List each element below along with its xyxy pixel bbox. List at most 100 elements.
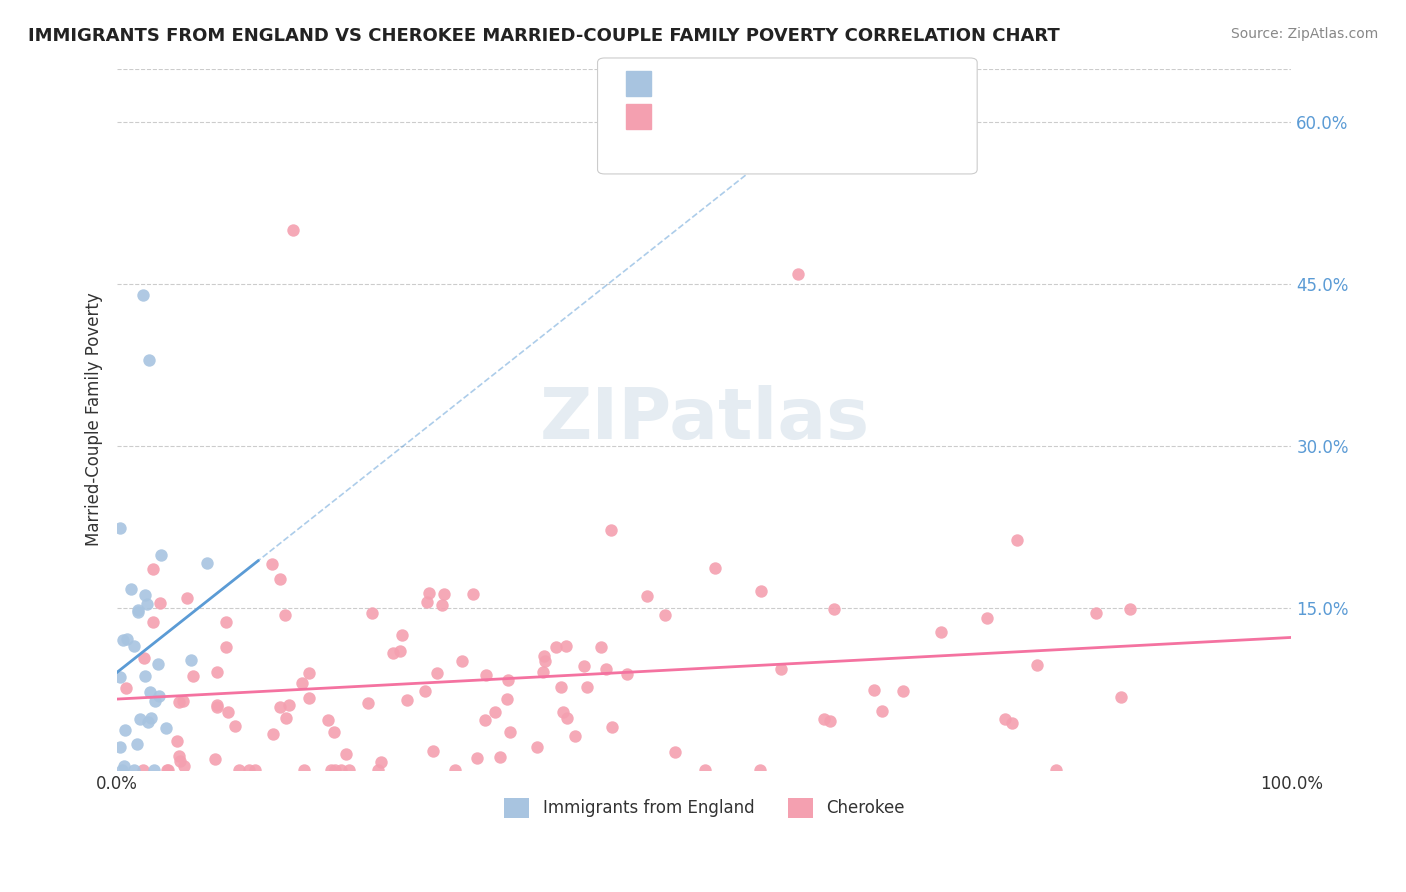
Point [115,681,138,695]
Point [228,763,250,777]
Point [215,640,238,655]
Point [488,749,510,764]
Text: 0.411: 0.411 [706,110,754,128]
Point [357,696,380,710]
Point [339,763,361,777]
Point [693,763,716,777]
Text: 112: 112 [804,110,837,128]
Point [278,698,301,713]
Point [1045,763,1067,777]
Point [156,763,179,777]
Point [335,747,357,762]
Point [370,755,392,769]
Point [117,632,139,646]
Point [122,763,145,777]
Point [205,665,228,680]
Point [323,724,346,739]
Point [149,597,172,611]
Point [533,654,555,668]
Point [243,763,266,777]
Point [108,670,131,684]
Point [204,751,226,765]
Point [238,763,260,777]
Point [413,684,436,698]
Point [382,646,405,660]
Point [214,615,236,629]
Text: R =: R = [672,77,709,95]
Point [180,653,202,667]
Point [323,763,346,777]
Point [224,719,246,733]
Point [870,704,893,718]
Point [167,695,190,709]
Point [176,591,198,605]
Point [388,644,411,658]
Point [474,714,496,728]
Text: N =: N = [770,110,807,128]
Point [415,595,437,609]
Point [1025,658,1047,673]
Point [450,654,472,668]
Point [294,763,316,777]
Point [546,640,568,654]
Legend: Immigrants from England, Cherokee: Immigrants from England, Cherokee [498,791,911,825]
Point [136,714,159,729]
Point [260,557,283,571]
Point [433,587,456,601]
Text: IMMIGRANTS FROM ENGLAND VS CHEROKEE MARRIED-COUPLE FAMILY POVERTY CORRELATION CH: IMMIGRANTS FROM ENGLAND VS CHEROKEE MARR… [28,27,1060,45]
Point [142,615,165,630]
Point [111,632,134,647]
Point [316,713,339,727]
Point [787,267,810,281]
Point [139,684,162,698]
Point [269,700,291,714]
Point [813,712,835,726]
Point [443,763,465,777]
Point [496,673,519,687]
Point [361,606,384,620]
Point [297,665,319,680]
Point [533,648,555,663]
Point [555,711,578,725]
Point [553,705,575,719]
Point [283,223,305,237]
Point [461,586,484,600]
Point [589,640,612,654]
Point [149,549,172,563]
Point [127,605,149,619]
Point [654,607,676,622]
Text: Source: ZipAtlas.com: Source: ZipAtlas.com [1230,27,1378,41]
Point [143,694,166,708]
Text: R =: R = [672,110,709,128]
Point [367,763,389,777]
Point [769,662,792,676]
Text: ZIPatlas: ZIPatlas [540,384,869,454]
Point [127,738,149,752]
Point [156,763,179,777]
Point [143,763,166,777]
Point [576,680,599,694]
Point [1001,715,1024,730]
Point [422,743,444,757]
Point [929,625,952,640]
Y-axis label: Married-Couple Family Poverty: Married-Couple Family Poverty [86,293,103,546]
Point [426,666,449,681]
Point [142,562,165,576]
Point [993,712,1015,726]
Point [139,711,162,725]
Point [554,639,576,653]
Text: 29: 29 [804,77,825,95]
Point [823,601,845,615]
Point [274,607,297,622]
Point [169,754,191,768]
Point [820,714,842,729]
Point [863,683,886,698]
Point [321,763,343,777]
Point [526,740,548,755]
Point [298,691,321,706]
Point [132,288,155,302]
Point [636,589,658,603]
Point [124,639,146,653]
Point [135,597,157,611]
Point [132,763,155,777]
